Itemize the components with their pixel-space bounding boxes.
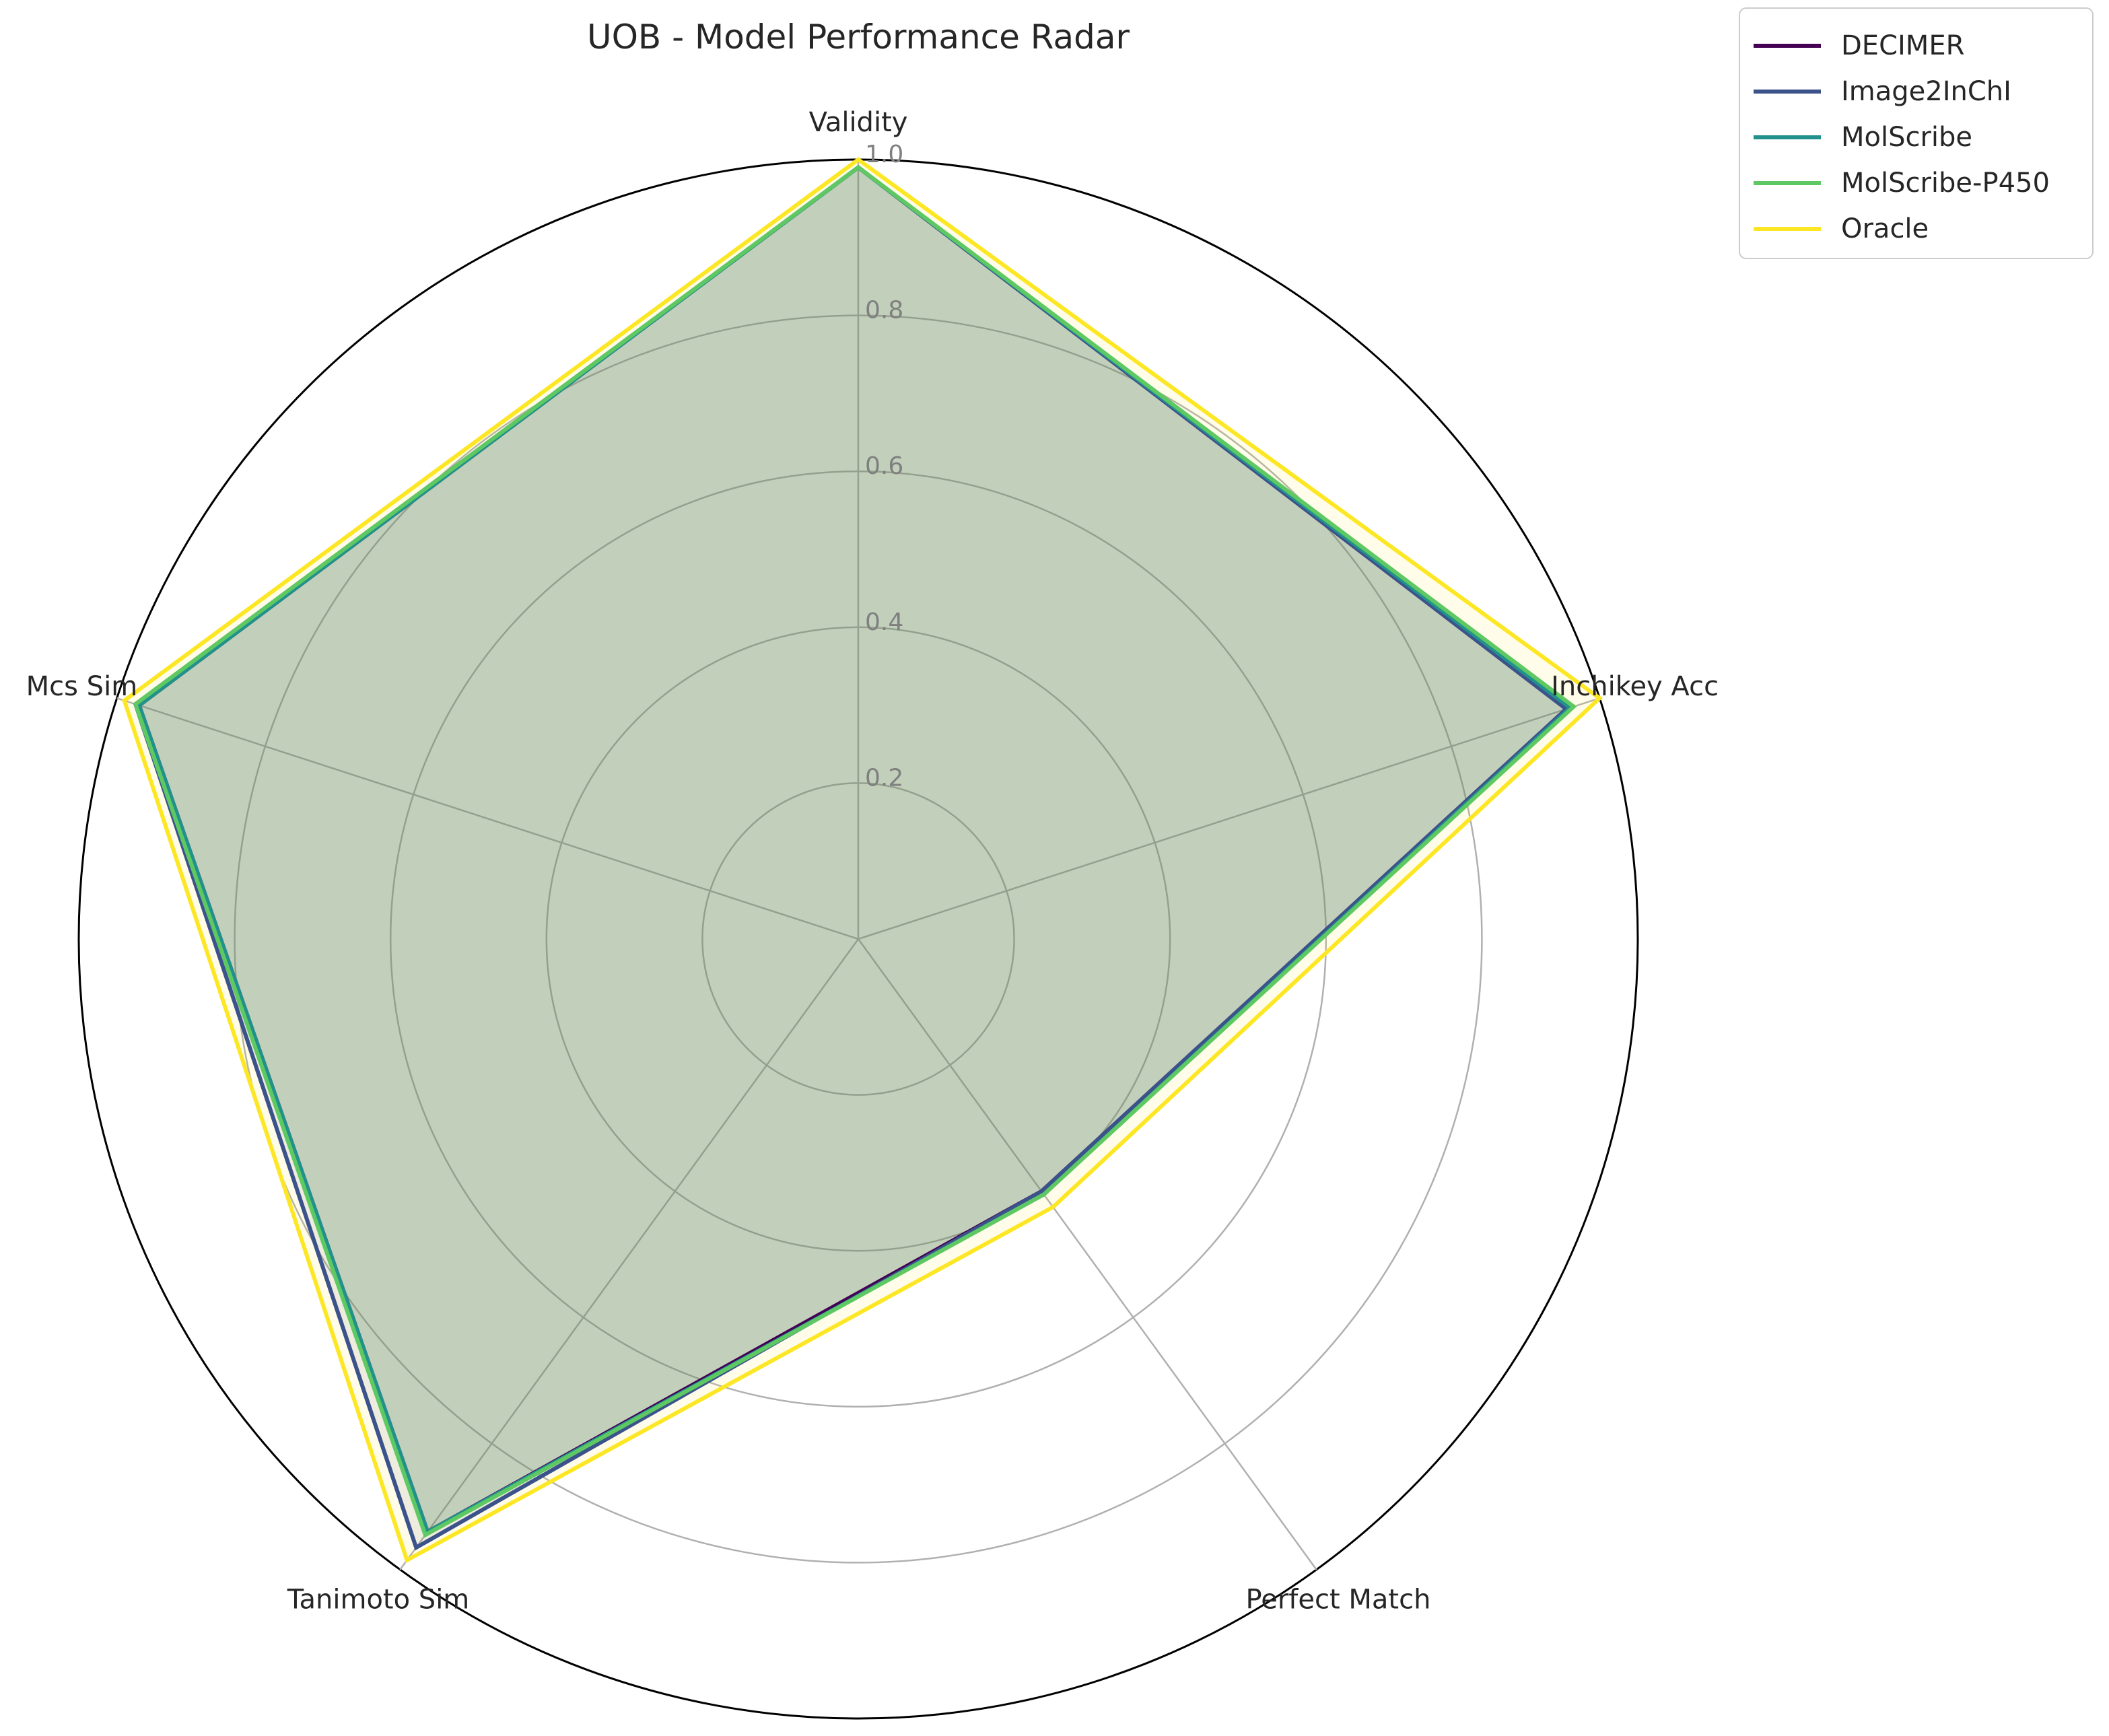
radar-series xyxy=(122,157,1603,1564)
axis-label: Perfect Match xyxy=(1246,1584,1431,1615)
legend: DECIMER Image2InChI MolScribe MolScribe-P45… xyxy=(1739,7,2094,259)
series-line xyxy=(122,157,1603,1564)
legend-label: Oracle xyxy=(1841,213,1929,244)
axis-labels: Validity Inchikey Acc Perfect Match Tanimot… xyxy=(26,107,1719,1615)
legend-label: Image2InChI xyxy=(1841,76,2011,107)
series-fill xyxy=(135,167,1566,1548)
axis-label: Tanimoto Sim xyxy=(287,1584,470,1615)
legend-label: MolScribe xyxy=(1841,122,1972,153)
series-fill xyxy=(139,167,1566,1532)
series-fill xyxy=(124,160,1600,1560)
axis-label: Validity xyxy=(809,107,908,138)
grid-spoke xyxy=(858,697,1600,940)
series-fill xyxy=(139,167,1570,1532)
radial-tick-label: 1.0 xyxy=(865,141,903,168)
legend-label: MolScribe-P450 xyxy=(1841,168,2050,199)
grid-spoke xyxy=(399,938,860,1570)
radial-tick-label: 0.2 xyxy=(865,764,903,792)
series-fill xyxy=(135,167,1574,1535)
series-line xyxy=(133,164,1577,1538)
chart-title: UOB - Model Performance Radar xyxy=(587,18,1130,57)
radial-tick-label: 0.8 xyxy=(865,297,903,324)
radial-tick-label: 0.6 xyxy=(865,452,903,480)
axis-label: Inchikey Acc xyxy=(1551,671,1719,702)
legend-label: DECIMER xyxy=(1841,30,1964,61)
radial-tick-label: 0.4 xyxy=(865,609,903,636)
grid-spoke xyxy=(116,697,859,940)
grid-spoke xyxy=(857,938,1317,1570)
legend-frame xyxy=(1739,7,2094,259)
axis-label: Mcs Sim xyxy=(26,671,138,702)
radial-tick-labels: 0.2 0.4 0.6 0.8 1.0 xyxy=(865,141,903,792)
